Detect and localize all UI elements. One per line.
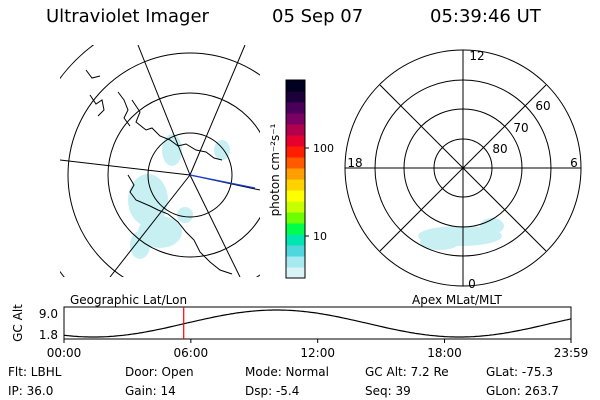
coastline	[85, 69, 233, 275]
mlat-label-70: 70	[513, 121, 528, 135]
polar-spokes	[345, 50, 581, 286]
mlat-label-60: 60	[535, 99, 550, 113]
colorbar-tick-label: 10	[313, 230, 327, 243]
colorbar-segment	[286, 91, 305, 103]
colorbar-frame	[285, 79, 306, 279]
aurora-emission-left	[128, 134, 230, 259]
colorbar-segment	[286, 146, 305, 158]
mlt-label-bottom: 0	[468, 277, 476, 291]
colorbar-segment	[286, 80, 305, 92]
glat-info: GLat: -75.3	[486, 365, 553, 379]
colorbar-segment	[286, 245, 305, 257]
colorbar-segment	[286, 212, 305, 224]
instrument-title: Ultraviolet Imager	[46, 6, 209, 27]
colorbar-segment	[286, 102, 305, 114]
colorbar-segment	[286, 124, 305, 136]
gain-info: Gain: 14	[125, 384, 176, 398]
altitude-xtick-label: 18:00	[427, 346, 462, 360]
colorbar-segment	[286, 201, 305, 213]
ip-info: IP: 36.0	[8, 384, 54, 398]
aurora-emission-right	[418, 218, 504, 250]
colorbar-segment	[286, 267, 305, 279]
colorbar-segment	[286, 168, 305, 180]
filter-info: Flt: LBHL	[8, 365, 62, 379]
colorbar-tick-label: 100	[313, 142, 334, 155]
altitude-axis-label: GC Alt	[11, 304, 25, 342]
mlt-label-left: 18	[347, 156, 362, 170]
magnetic-panel-label: Apex MLat/MLT	[412, 293, 502, 307]
colorbar-segment	[286, 223, 305, 235]
glon-info: GLon: 263.7	[486, 384, 559, 398]
colorbar-segment	[286, 256, 305, 268]
mlt-label-right: 6	[570, 156, 578, 170]
mlat-label-80: 80	[492, 142, 507, 156]
satellite-track	[189, 174, 256, 189]
colorbar-segment	[286, 157, 305, 169]
altitude-xtick-label: 12:00	[300, 346, 335, 360]
altitude-xtick-label: 06:00	[174, 346, 209, 360]
colorbar-segment	[286, 190, 305, 202]
date-label: 05 Sep 07	[272, 6, 364, 27]
altitude-ytick-high: 9.0	[39, 307, 58, 321]
altitude-ytick-low: 1.8	[39, 328, 58, 342]
altitude-xtick-label: 23:59	[554, 346, 589, 360]
dsp-info: Dsp: -5.4	[245, 384, 300, 398]
mlt-label-top: 12	[469, 49, 484, 63]
colorbar-segment	[286, 179, 305, 191]
door-info: Door: Open	[125, 365, 194, 379]
magnetic-polar-plot: 12 18 6 0 60 70 80	[344, 49, 582, 291]
altitude-xtick-label: 00:00	[47, 346, 82, 360]
gc-alt-info: GC Alt: 7.2 Re	[365, 365, 449, 379]
geographic-map	[60, 45, 260, 277]
altitude-xticks: 00:00 06:00 12:00 18:00 23:59	[47, 339, 589, 360]
altitude-curve	[63, 309, 572, 338]
mode-info: Mode: Normal	[245, 365, 329, 379]
latitude-circles	[60, 45, 260, 277]
colorbar-segment	[286, 135, 305, 147]
meridian-lines	[60, 45, 260, 277]
colorbar-unit-label: photon cm⁻²s⁻¹	[268, 123, 282, 217]
seq-info: Seq: 39	[365, 384, 411, 398]
altitude-strip: 9.0 1.8 GC Alt 00:00 06:00 12:00 18:00 23:59	[11, 304, 588, 360]
colorbar: 100 10	[285, 79, 334, 279]
geographic-panel-label: Geographic Lat/Lon	[70, 293, 188, 307]
colorbar-segment	[286, 234, 305, 246]
time-label: 05:39:46 UT	[430, 6, 541, 27]
colorbar-segment	[286, 113, 305, 125]
